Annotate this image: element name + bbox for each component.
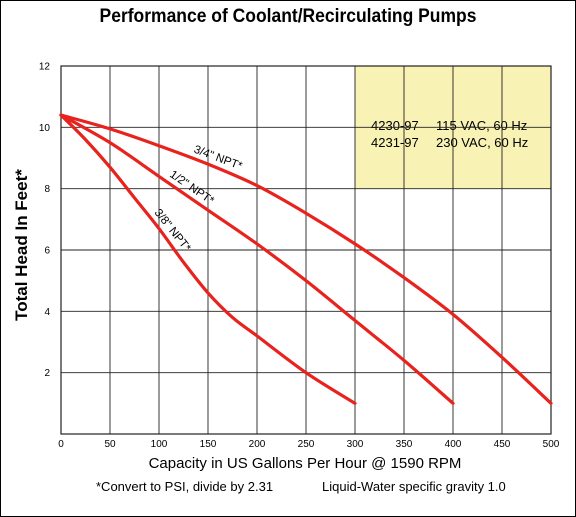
y-tick-label: 4 — [44, 307, 50, 318]
curves — [59, 113, 553, 405]
x-tick-label: 400 — [445, 439, 462, 450]
legend-spec: 115 VAC, 60 Hz — [436, 118, 527, 133]
y-tick-label: 10 — [39, 123, 51, 134]
y-tick-label: 6 — [44, 246, 50, 257]
legend-model: 4231-97 — [371, 135, 419, 150]
footnote-gravity: Liquid-Water specific gravity 1.0 — [322, 479, 506, 494]
x-tick-label: 200 — [249, 439, 266, 450]
x-axis-label: Capacity in US Gallons Per Hour @ 1590 R… — [148, 455, 462, 472]
x-tick-label: 50 — [104, 439, 116, 450]
x-tick-label: 250 — [298, 439, 315, 450]
y-tick-label: 8 — [44, 184, 50, 195]
y-axis-label: Total Head In Feet* — [12, 169, 31, 321]
curve-three-quarter-npt — [59, 113, 553, 405]
x-tick-label: 150 — [200, 439, 217, 450]
y-tick-label: 2 — [44, 368, 50, 379]
y-tick-label: 12 — [39, 62, 51, 73]
legend-model: 4230-97 — [371, 118, 419, 133]
curve-half-npt — [59, 113, 455, 405]
footnote-conversion: *Convert to PSI, divide by 2.31 — [96, 479, 274, 494]
x-tick-label: 0 — [58, 439, 64, 450]
x-tick-label: 100 — [151, 439, 168, 450]
x-tick-label: 450 — [494, 439, 511, 450]
legend-spec: 230 VAC, 60 Hz — [436, 135, 528, 150]
chart-title: Performance of Coolant/Recirculating Pum… — [99, 6, 477, 27]
tick-labels: 0 50 100 150 200 250 300 350 400 450 500 2 4 6 8 10 12 — [39, 62, 560, 451]
x-tick-label: 350 — [396, 439, 413, 450]
x-tick-label: 500 — [543, 439, 560, 450]
curve-three-eighth-npt — [59, 113, 357, 405]
x-tick-label: 300 — [347, 439, 364, 450]
